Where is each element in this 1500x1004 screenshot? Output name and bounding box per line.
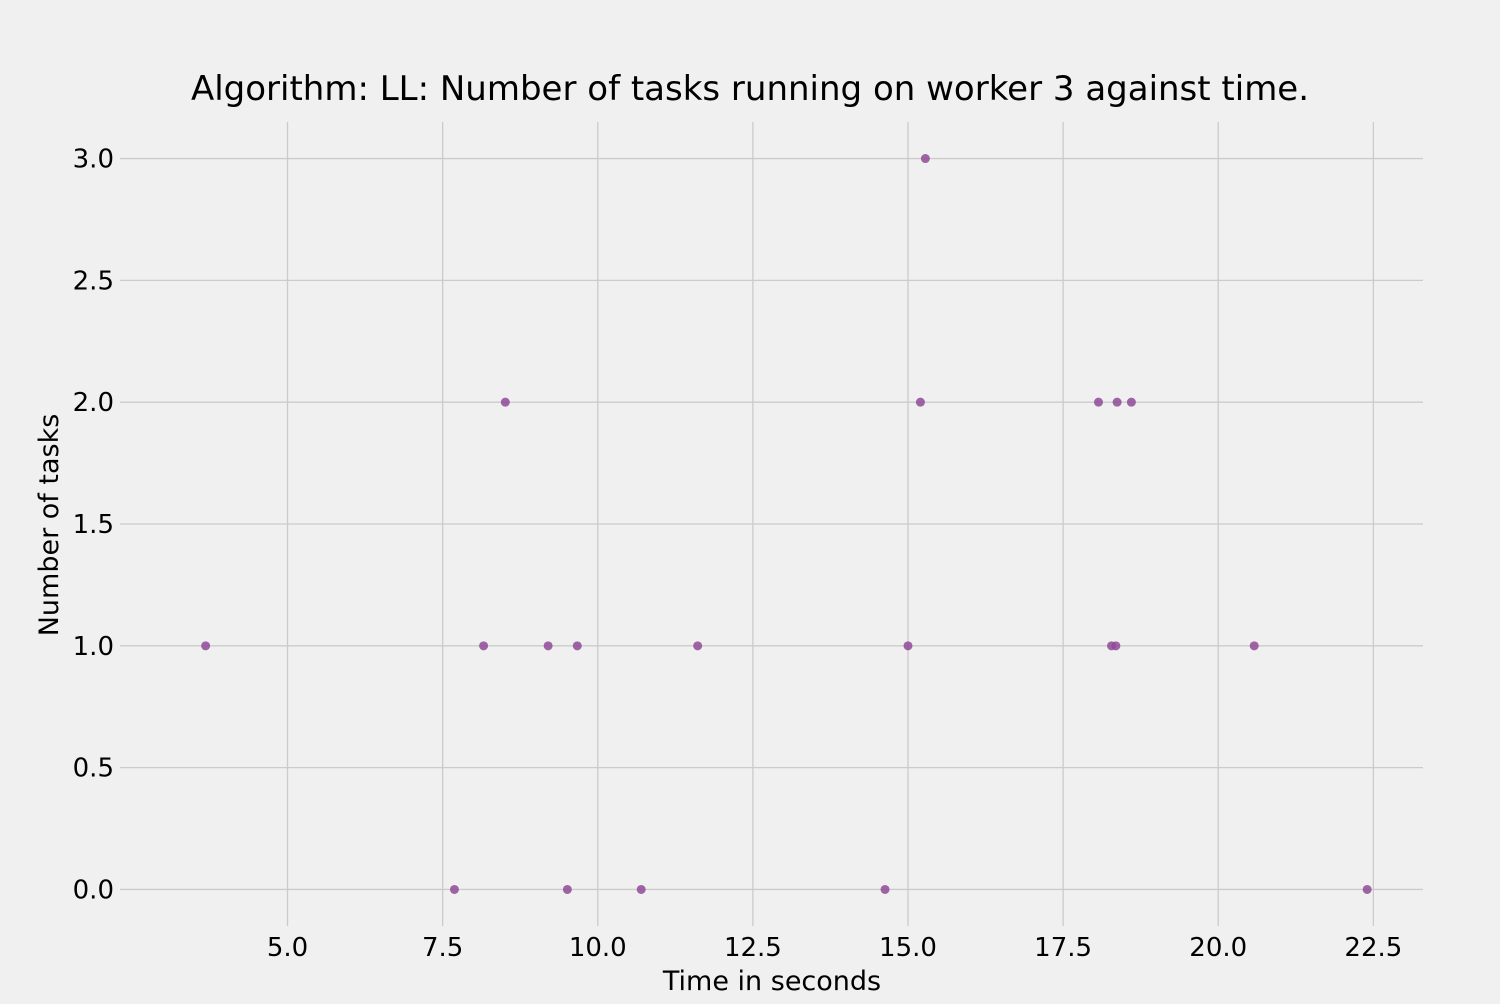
x-tick-label: 22.5 bbox=[1344, 933, 1402, 963]
data-point bbox=[915, 397, 925, 407]
chart-title: Algorithm: LL: Number of tasks running o… bbox=[191, 69, 1309, 109]
data-point bbox=[903, 641, 913, 651]
y-tick-label: 2.0 bbox=[73, 388, 114, 418]
data-point bbox=[693, 641, 703, 651]
data-point bbox=[479, 641, 489, 651]
y-gridlines bbox=[120, 157, 1423, 891]
y-tick-labels: 0.0 0.5 1.0 1.5 2.0 2.5 3.0 bbox=[73, 145, 114, 906]
x-axis-label: Time in seconds bbox=[662, 966, 881, 997]
data-point bbox=[636, 884, 646, 894]
data-point bbox=[562, 884, 572, 894]
data-point bbox=[543, 641, 553, 651]
y-tick-label: 1.5 bbox=[73, 510, 114, 540]
data-point bbox=[920, 154, 930, 164]
data-point bbox=[1112, 397, 1122, 407]
x-tick-labels: 5.0 7.5 10.0 12.5 15.0 17.5 20.0 22.5 bbox=[267, 933, 1402, 963]
y-axis-label: Number of tasks bbox=[34, 414, 65, 637]
y-tick-label: 0.5 bbox=[73, 754, 114, 784]
data-point bbox=[880, 884, 890, 894]
data-point bbox=[201, 641, 211, 651]
x-tick-label: 20.0 bbox=[1189, 933, 1247, 963]
data-point bbox=[1093, 397, 1103, 407]
y-tick-label: 0.0 bbox=[73, 875, 114, 905]
x-tick-label: 17.5 bbox=[1034, 933, 1092, 963]
data-point bbox=[572, 641, 582, 651]
data-point bbox=[1126, 397, 1136, 407]
x-tick-label: 7.5 bbox=[422, 933, 463, 963]
x-tick-label: 15.0 bbox=[879, 933, 937, 963]
data-point bbox=[1362, 884, 1372, 894]
y-tick-label: 1.0 bbox=[73, 632, 114, 662]
data-point bbox=[1111, 641, 1121, 651]
x-tick-label: 12.5 bbox=[724, 933, 782, 963]
data-point bbox=[500, 397, 510, 407]
y-tick-label: 2.5 bbox=[73, 266, 114, 296]
data-point bbox=[449, 884, 459, 894]
x-tick-label: 5.0 bbox=[267, 933, 308, 963]
y-tick-label: 3.0 bbox=[73, 145, 114, 175]
data-points bbox=[201, 154, 1372, 894]
x-tick-label: 10.0 bbox=[569, 933, 627, 963]
data-point bbox=[1249, 641, 1259, 651]
